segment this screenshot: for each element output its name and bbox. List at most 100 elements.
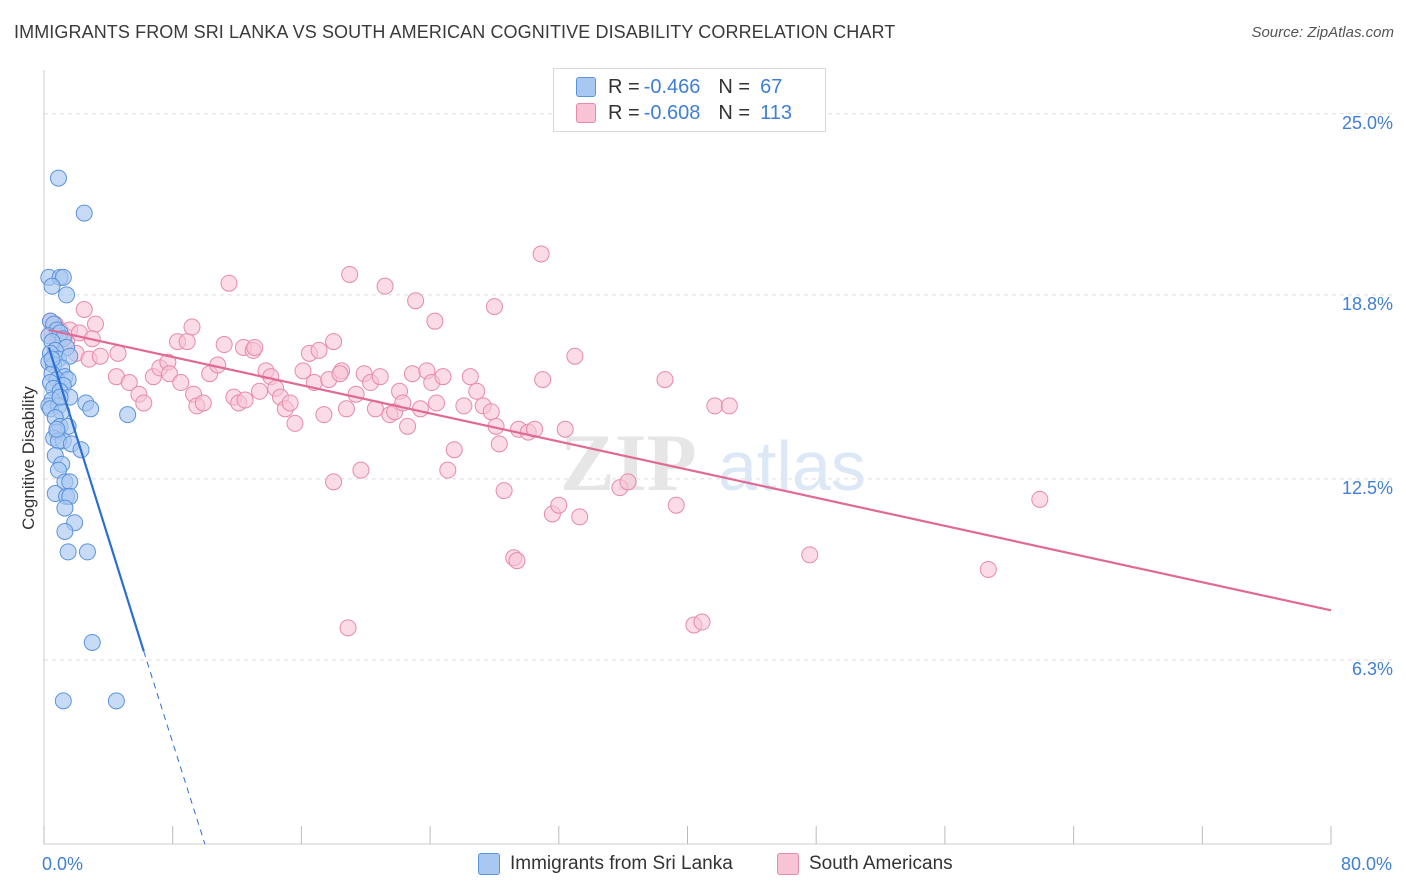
south-americans-point bbox=[281, 394, 299, 412]
south-americans-point bbox=[371, 368, 389, 386]
x-tick-labels: 0.0% 80.0% bbox=[42, 854, 1392, 874]
south-americans-point bbox=[331, 365, 349, 383]
south-americans-point bbox=[656, 371, 674, 389]
south-americans-point bbox=[566, 347, 584, 365]
watermark-zip: ZIP bbox=[560, 417, 697, 508]
south-americans-point bbox=[468, 382, 486, 400]
sri-lanka-trend-extension bbox=[143, 651, 206, 845]
y-tick-label: 25.0% bbox=[1342, 113, 1393, 133]
south-americans-point bbox=[445, 441, 463, 459]
sri-lanka-point bbox=[54, 268, 72, 286]
south-americans-point bbox=[403, 365, 421, 383]
south-americans-point bbox=[667, 496, 685, 514]
sri-lanka-point bbox=[56, 499, 74, 517]
south-americans-point bbox=[86, 315, 104, 333]
south-americans-point bbox=[194, 394, 212, 412]
south-americans-point bbox=[720, 397, 738, 415]
south-americans-point bbox=[428, 394, 446, 412]
south-americans-point bbox=[135, 394, 153, 412]
sri-lanka-points bbox=[40, 169, 137, 710]
south-americans-point bbox=[337, 400, 355, 418]
south-americans-point bbox=[434, 368, 452, 386]
sri-lanka-point bbox=[58, 286, 76, 304]
source-label: Source: ZipAtlas.com bbox=[1251, 24, 1394, 41]
south-americans-point bbox=[339, 619, 357, 637]
south-americans-point bbox=[801, 546, 819, 564]
chart-title: IMMIGRANTS FROM SRI LANKA VS SOUTH AMERI… bbox=[14, 22, 896, 42]
south-americans-point bbox=[571, 508, 589, 526]
legend-r-value: -0.466 bbox=[643, 75, 701, 98]
series-legend-south-americans: South Americans bbox=[777, 851, 953, 877]
south-americans-point bbox=[109, 344, 127, 362]
south-americans-point bbox=[172, 374, 190, 392]
south-americans-point bbox=[75, 301, 93, 319]
sri-lanka-point bbox=[43, 277, 61, 295]
series-name-south-americans: South Americans bbox=[809, 853, 953, 874]
sri-lanka-point bbox=[78, 543, 96, 561]
south-americans-point bbox=[706, 397, 724, 415]
x-tick-label: 80.0% bbox=[1341, 854, 1392, 874]
south-americans-point bbox=[215, 336, 233, 354]
series-swatch-pink bbox=[777, 853, 799, 875]
south-americans-point bbox=[325, 473, 343, 491]
legend-swatch-blue bbox=[576, 77, 596, 97]
y-tick-labels: 6.3% 12.5% 18.8% 25.0% bbox=[1342, 113, 1393, 679]
south-americans-point bbox=[534, 371, 552, 389]
south-americans-point bbox=[294, 362, 312, 380]
south-americans-point bbox=[482, 403, 500, 421]
south-americans-point bbox=[455, 397, 473, 415]
y-tick-label: 12.5% bbox=[1342, 478, 1393, 498]
south-americans-point bbox=[532, 245, 550, 263]
sri-lanka-point bbox=[107, 692, 125, 710]
south-americans-point bbox=[508, 552, 526, 570]
series-name-sri-lanka: Immigrants from Sri Lanka bbox=[510, 853, 733, 874]
sri-lanka-point bbox=[54, 692, 72, 710]
south-americans-point bbox=[399, 417, 417, 435]
sri-lanka-trend-line bbox=[47, 347, 145, 652]
sri-lanka-point bbox=[83, 633, 101, 651]
sri-lanka-point bbox=[61, 473, 79, 491]
sri-lanka-point bbox=[49, 169, 67, 187]
south-americans-point bbox=[120, 374, 138, 392]
south-americans-point bbox=[411, 400, 429, 418]
south-americans-point bbox=[160, 365, 178, 383]
legend-n-label: N = bbox=[718, 101, 751, 124]
correlation-legend: R = -0.466 N = 67 R = -0.608 N = 113 bbox=[553, 68, 826, 132]
trend-lines bbox=[47, 328, 1332, 845]
south-americans-point bbox=[485, 298, 503, 316]
south-americans-point bbox=[236, 391, 254, 409]
y-tick-label: 6.3% bbox=[1352, 659, 1393, 679]
south-americans-point bbox=[439, 461, 457, 479]
legend-n-value: 67 bbox=[760, 75, 783, 98]
legend-swatch-pink bbox=[576, 103, 596, 123]
legend-n-label: N = bbox=[718, 75, 751, 98]
south-americans-point bbox=[979, 560, 997, 578]
south-americans-point bbox=[376, 277, 394, 295]
south-americans-point bbox=[341, 265, 359, 283]
legend-r-label: R = bbox=[608, 101, 640, 124]
south-americans-point bbox=[352, 461, 370, 479]
south-americans-point bbox=[490, 435, 508, 453]
south-americans-point bbox=[178, 333, 196, 351]
south-americans-point bbox=[461, 368, 479, 386]
series-legend-sri-lanka: Immigrants from Sri Lanka bbox=[478, 851, 733, 877]
south-americans-point bbox=[246, 338, 264, 356]
south-americans-point bbox=[325, 333, 343, 351]
south-americans-point bbox=[183, 318, 201, 336]
y-axis-label: Cognitive Disability bbox=[19, 386, 38, 530]
south-americans-trend-line bbox=[48, 328, 1332, 612]
south-americans-point bbox=[426, 312, 444, 330]
legend-n-value: 113 bbox=[760, 101, 792, 124]
series-swatch-blue bbox=[478, 853, 500, 875]
south-americans-point bbox=[286, 414, 304, 432]
south-americans-point bbox=[619, 473, 637, 491]
south-americans-point bbox=[251, 382, 269, 400]
axes bbox=[43, 70, 1332, 845]
sri-lanka-point bbox=[56, 522, 74, 540]
south-americans-point bbox=[315, 406, 333, 424]
south-americans-point bbox=[347, 385, 365, 403]
south-americans-point bbox=[550, 496, 568, 514]
sri-lanka-point bbox=[82, 400, 100, 418]
sri-lanka-point bbox=[61, 347, 79, 365]
